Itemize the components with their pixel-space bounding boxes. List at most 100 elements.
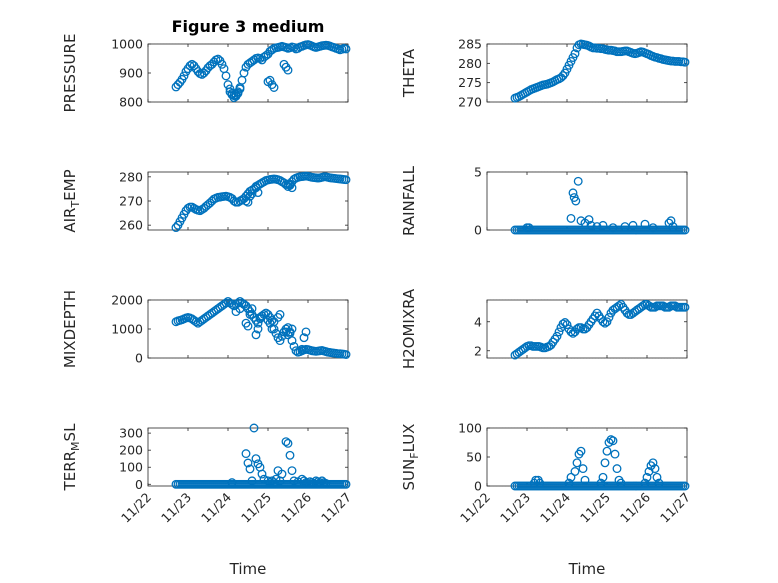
data-point xyxy=(283,438,293,448)
subplot-2: 270 275 280 285 THETA xyxy=(400,37,690,110)
y-tick-label: 1000 xyxy=(111,37,143,52)
y-tick-label: 200 xyxy=(119,443,143,458)
data-point xyxy=(608,436,618,446)
data-point xyxy=(253,318,263,328)
data-point xyxy=(281,437,291,447)
y-axis-label-part: SUN xyxy=(400,459,418,491)
x-tick-label: 11/22 xyxy=(118,490,154,526)
y-tick-label: 4 xyxy=(474,314,482,329)
y-axis-label-subscript: T xyxy=(69,201,82,209)
data-point xyxy=(243,321,253,331)
data-point xyxy=(249,423,259,433)
y-axis-label: MIXDEPTH xyxy=(61,290,79,368)
y-tick-label: 0 xyxy=(135,477,143,492)
data-point xyxy=(640,219,650,229)
data-point xyxy=(287,336,297,346)
x-tick-label: 11/27 xyxy=(318,490,354,526)
y-tick-label: 0 xyxy=(474,479,482,494)
x-axis-label: Time xyxy=(229,560,267,578)
y-tick-label: 280 xyxy=(458,56,482,71)
data-point xyxy=(239,68,249,78)
data-point xyxy=(616,478,626,488)
data-point xyxy=(287,183,297,193)
y-tick-label: 100 xyxy=(119,460,143,475)
data-point xyxy=(564,478,574,488)
subplot-1: 800 900 1000 PRESSURE Figure 3 medium xyxy=(61,17,351,112)
y-axis-label-part: EMP xyxy=(61,169,79,200)
y-tick-label: 270 xyxy=(119,194,143,209)
data-point xyxy=(602,317,612,327)
data-point xyxy=(614,301,624,311)
data-point xyxy=(628,220,638,230)
data-point xyxy=(265,75,275,85)
data-point xyxy=(271,474,281,484)
y-tick-label: 50 xyxy=(466,450,482,465)
data-point xyxy=(584,215,594,225)
data-point xyxy=(654,478,664,488)
data-point xyxy=(598,472,608,482)
data-point xyxy=(225,84,235,94)
y-tick-label: 1000 xyxy=(111,322,143,337)
data-point xyxy=(251,182,261,191)
data-point xyxy=(341,350,351,359)
subplot-4: 0 5 RAINFALL xyxy=(400,165,690,238)
x-axis-label: Time xyxy=(568,560,606,578)
data-point xyxy=(341,44,351,54)
y-tick-label: 260 xyxy=(119,218,143,233)
data-point xyxy=(648,223,658,233)
data-point xyxy=(572,458,582,468)
x-tick-label: 11/25 xyxy=(577,490,613,526)
subplot-6: 2 4 H2OMIXRA xyxy=(400,288,690,369)
data-point xyxy=(558,71,568,81)
data-point xyxy=(251,330,261,340)
data-point xyxy=(321,478,331,488)
data-point xyxy=(277,469,287,479)
data-point xyxy=(610,449,620,459)
data-point xyxy=(576,323,586,332)
y-tick-label: 0 xyxy=(135,351,143,366)
data-point xyxy=(576,446,586,456)
data-point xyxy=(552,331,562,341)
y-tick-label: 2 xyxy=(474,343,482,358)
data-point xyxy=(598,220,608,230)
data-point xyxy=(571,196,581,206)
y-axis-label-part: SL xyxy=(61,423,79,442)
data-point xyxy=(606,435,616,445)
data-point xyxy=(297,344,307,354)
y-axis-label-part: TERR xyxy=(61,451,79,492)
y-tick-label: 900 xyxy=(119,66,143,81)
data-point xyxy=(680,481,690,491)
data-point xyxy=(573,176,583,186)
y-tick-label: 5 xyxy=(474,165,482,180)
x-tick-label: 11/23 xyxy=(158,490,194,526)
y-axis-label: RAINFALL xyxy=(400,165,418,236)
data-point xyxy=(309,478,319,488)
data-point xyxy=(171,223,181,233)
data-point xyxy=(287,466,297,476)
y-axis-label: SUNFLUX xyxy=(400,424,421,491)
data-point xyxy=(608,223,618,233)
data-point xyxy=(229,93,239,103)
data-point xyxy=(289,341,299,351)
x-tick-label: 11/24 xyxy=(198,489,234,525)
data-point xyxy=(558,319,568,329)
x-tick-label: 11/26 xyxy=(278,489,314,525)
y-axis-label-subscript: F xyxy=(408,452,421,458)
data-point xyxy=(566,472,576,482)
data-point xyxy=(247,189,257,199)
y-axis-label: H2OMIXRA xyxy=(400,288,418,369)
axes-box xyxy=(486,171,688,231)
data-point xyxy=(640,478,650,488)
y-axis-label: AIRTEMP xyxy=(61,169,82,232)
data-point xyxy=(596,478,606,488)
data-point xyxy=(600,318,610,328)
data-point xyxy=(239,299,249,309)
data-point xyxy=(301,327,311,337)
x-tick-label: 11/25 xyxy=(238,490,274,526)
data-point xyxy=(560,318,570,327)
data-point xyxy=(586,220,596,230)
data-point xyxy=(253,324,263,334)
data-point xyxy=(341,479,351,489)
data-point xyxy=(568,188,578,198)
